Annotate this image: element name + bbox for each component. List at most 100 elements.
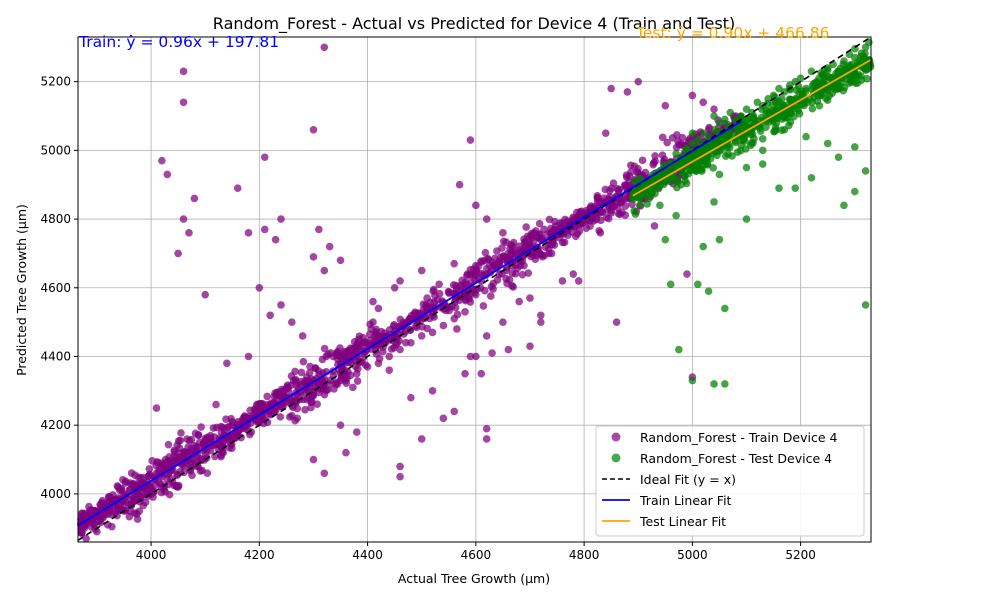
legend-label-train-fit: Train Linear Fit bbox=[639, 493, 732, 508]
train-point bbox=[121, 491, 129, 499]
train-point bbox=[461, 280, 470, 288]
train-point bbox=[481, 286, 489, 295]
train-point bbox=[266, 311, 274, 320]
train-point bbox=[390, 344, 398, 352]
train-point bbox=[99, 499, 108, 508]
test-point bbox=[850, 187, 859, 196]
train-point bbox=[450, 259, 459, 268]
train-point bbox=[319, 385, 327, 393]
train-point bbox=[201, 436, 210, 444]
train-point bbox=[608, 202, 616, 211]
train-point bbox=[291, 416, 299, 425]
test-point bbox=[715, 119, 724, 127]
train-point bbox=[163, 170, 172, 179]
test-point bbox=[758, 146, 767, 155]
test-point bbox=[800, 99, 808, 108]
y-tick-label: 4200 bbox=[40, 418, 71, 432]
train-point bbox=[710, 105, 718, 113]
train-point bbox=[82, 534, 90, 543]
train-point bbox=[260, 225, 269, 234]
train-point bbox=[165, 490, 174, 499]
train-point bbox=[612, 318, 621, 326]
test-point bbox=[666, 280, 675, 289]
train-point bbox=[218, 423, 227, 432]
train-equation-annotation: Train: ŷ = 0.96x + 197.81 bbox=[78, 33, 279, 51]
train-point bbox=[255, 283, 264, 292]
train-point bbox=[352, 428, 361, 436]
train-point bbox=[372, 330, 381, 339]
train-point bbox=[203, 469, 212, 478]
test-point bbox=[861, 301, 870, 309]
test-point bbox=[682, 144, 690, 153]
test-point bbox=[703, 159, 712, 168]
train-point bbox=[233, 184, 242, 192]
train-point bbox=[535, 219, 544, 228]
train-point bbox=[482, 215, 491, 223]
train-point bbox=[428, 328, 437, 337]
test-point bbox=[808, 104, 817, 113]
train-point bbox=[216, 451, 225, 460]
train-point bbox=[179, 98, 188, 107]
train-point bbox=[477, 369, 486, 378]
train-point bbox=[570, 214, 578, 223]
test-point bbox=[740, 121, 749, 130]
y-tick-label: 5000 bbox=[40, 143, 71, 157]
train-point bbox=[401, 338, 410, 347]
test-point bbox=[726, 108, 735, 117]
train-point bbox=[234, 418, 242, 426]
test-point bbox=[688, 139, 697, 148]
test-point bbox=[815, 91, 824, 100]
train-point bbox=[324, 350, 332, 359]
train-point bbox=[353, 377, 362, 385]
train-point bbox=[210, 433, 219, 441]
train-point bbox=[301, 405, 309, 414]
train-point bbox=[537, 311, 545, 320]
train-point bbox=[651, 152, 659, 160]
test-point bbox=[802, 132, 810, 141]
train-point bbox=[197, 454, 205, 463]
train-point bbox=[499, 237, 508, 246]
test-point bbox=[834, 84, 843, 93]
train-point bbox=[569, 270, 578, 278]
train-point bbox=[390, 283, 399, 292]
test-equation-annotation: Test: ŷ = 0.90x + 466.86 bbox=[635, 24, 829, 42]
train-point bbox=[558, 277, 567, 285]
train-point bbox=[508, 242, 517, 251]
train-point bbox=[546, 229, 555, 237]
train-point bbox=[202, 450, 210, 459]
test-point bbox=[863, 65, 871, 74]
train-point bbox=[466, 298, 475, 306]
train-point bbox=[190, 194, 199, 203]
train-point bbox=[699, 98, 707, 107]
test-point bbox=[631, 210, 640, 218]
train-point bbox=[509, 283, 517, 291]
train-point bbox=[352, 342, 360, 350]
train-point bbox=[551, 222, 560, 230]
test-point bbox=[757, 105, 766, 113]
train-point bbox=[212, 400, 220, 409]
train-point bbox=[309, 125, 318, 134]
train-point bbox=[417, 266, 426, 275]
x-tick-label: 5000 bbox=[677, 548, 708, 562]
train-point bbox=[223, 359, 231, 368]
train-point bbox=[121, 506, 130, 515]
train-point bbox=[308, 392, 316, 401]
x-tick-label: 4800 bbox=[569, 548, 600, 562]
train-point bbox=[396, 472, 404, 481]
test-point bbox=[857, 49, 866, 58]
test-point bbox=[643, 200, 651, 208]
train-point bbox=[185, 229, 193, 237]
test-point bbox=[670, 162, 679, 171]
test-point bbox=[861, 167, 870, 175]
train-point bbox=[417, 435, 426, 443]
test-point bbox=[795, 109, 804, 118]
x-tick-label: 5200 bbox=[785, 548, 816, 562]
train-point bbox=[481, 248, 490, 257]
train-point bbox=[298, 332, 307, 340]
test-point bbox=[775, 84, 783, 93]
train-point bbox=[455, 180, 464, 189]
test-point bbox=[721, 380, 729, 388]
train-point bbox=[175, 444, 184, 452]
ticks-layer: 4000 4200 4400 4600 4800 5000 5200 4000 4200 4400… bbox=[40, 75, 815, 562]
